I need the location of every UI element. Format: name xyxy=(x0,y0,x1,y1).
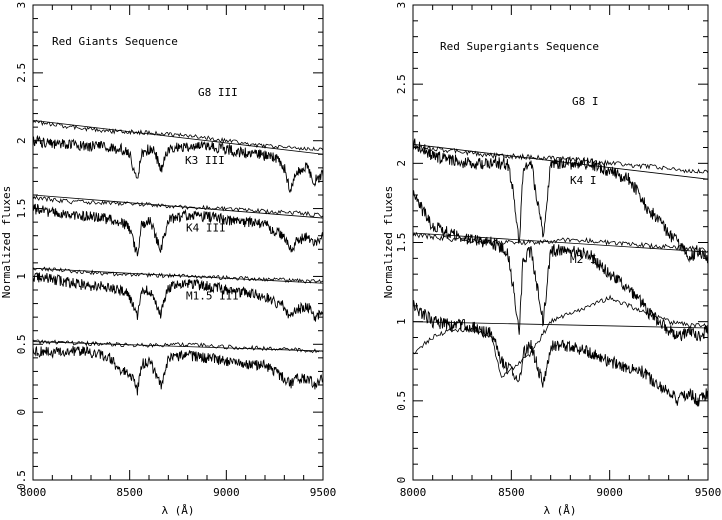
y-tick-label: 0.5 xyxy=(15,334,28,354)
continuum-line xyxy=(32,119,324,155)
series-label: M1.5 III xyxy=(186,290,239,303)
y-tick-label: 2 xyxy=(395,160,408,167)
chart-title: Red Supergiants Sequence xyxy=(440,40,599,53)
series-label: M2 I xyxy=(570,253,597,266)
y-tick-label: 0 xyxy=(15,409,28,416)
y-tick-label: 0.5 xyxy=(15,470,28,490)
observed-spectrum xyxy=(32,345,324,396)
series-labels: G8 I K4 I M2 I xyxy=(570,95,599,266)
observed-spectrum xyxy=(412,300,709,407)
observed-spectrum xyxy=(412,138,709,264)
series-label: G8 I xyxy=(572,95,599,108)
x-tick-label: 9500 xyxy=(310,486,337,499)
smooth-spectrum xyxy=(412,231,709,253)
plot-frame xyxy=(32,4,324,481)
series-label: K4 III xyxy=(186,222,226,235)
y-tick-label: 1 xyxy=(15,273,28,280)
x-tick-label: 8000 xyxy=(20,486,47,499)
y-tick-label: 1.5 xyxy=(395,233,408,253)
observed-spectrum xyxy=(32,272,324,322)
smooth-spectrum xyxy=(412,145,709,174)
y-tick-label: 2.5 xyxy=(15,63,28,83)
observed-spectrum xyxy=(32,203,324,257)
left-panel: Red Giants Sequence Normalized fluxes λ … xyxy=(0,2,336,517)
smooth-spectrum xyxy=(32,119,324,151)
y-tick-label: 1 xyxy=(395,318,408,325)
x-tick-label: 8500 xyxy=(498,486,525,499)
y-tick-label: 1.5 xyxy=(15,199,28,219)
observed-spectrum xyxy=(412,190,709,342)
smooth-spectrum xyxy=(32,339,324,354)
y-tick-label: 3 xyxy=(15,2,28,9)
ticks: 8000 8500 9000 9500 0.5 0 0.5 1 1.5 2 2.5 3 xyxy=(15,2,336,499)
curves xyxy=(412,138,709,407)
x-tick-label: 9000 xyxy=(596,486,623,499)
ticks: 8000 8500 9000 9500 0 0.5 1 1.5 2 2.5 3 xyxy=(395,2,721,499)
x-axis-label: λ (Å) xyxy=(161,504,194,517)
smooth-spectrum xyxy=(412,294,709,378)
series-label: G8 III xyxy=(198,86,238,99)
y-tick-label: 0 xyxy=(395,477,408,484)
y-tick-label: 0.5 xyxy=(395,391,408,411)
x-tick-label: 8000 xyxy=(400,486,427,499)
chart-title: Red Giants Sequence xyxy=(52,35,178,48)
y-axis-label: Normalized fluxes xyxy=(0,186,13,299)
y-tick-label: 2.5 xyxy=(395,74,408,94)
continuum-line xyxy=(412,232,709,253)
right-panel: Red Supergiants Sequence Normalized flux… xyxy=(382,2,721,517)
y-tick-label: 3 xyxy=(395,2,408,9)
y-axis-label: Normalized fluxes xyxy=(382,186,395,299)
x-tick-label: 8500 xyxy=(116,486,143,499)
smooth-spectrum xyxy=(32,195,324,218)
x-tick-label: 9000 xyxy=(213,486,240,499)
curves xyxy=(32,119,324,396)
series-label: K4 I xyxy=(570,174,597,187)
y-tick-label: 2 xyxy=(15,137,28,144)
x-tick-label: 9500 xyxy=(695,486,722,499)
series-label: K3 III xyxy=(185,154,225,167)
series-labels: G8 III K3 III K4 III M1.5 III xyxy=(185,86,239,303)
x-axis-label: λ (Å) xyxy=(543,504,576,517)
observed-spectrum xyxy=(32,134,324,194)
smooth-spectrum xyxy=(32,266,324,284)
